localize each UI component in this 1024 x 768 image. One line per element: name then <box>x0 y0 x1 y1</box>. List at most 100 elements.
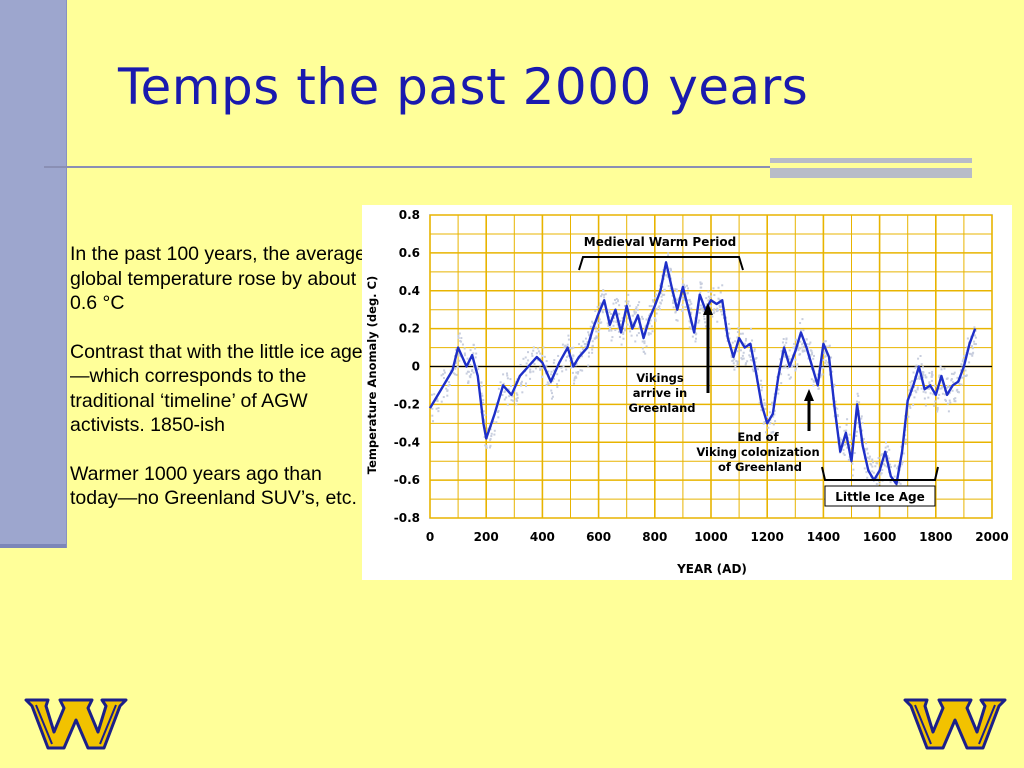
uncertainty-dot <box>686 284 689 287</box>
uncertainty-dot <box>970 353 973 356</box>
uncertainty-dot <box>684 306 687 309</box>
uncertainty-dot <box>789 376 792 379</box>
little-ice-age-bracket <box>821 466 939 481</box>
uncertainty-dot <box>616 299 619 302</box>
uncertainty-dot <box>785 338 788 341</box>
uncertainty-dot <box>606 322 609 325</box>
uncertainty-dot <box>652 300 655 303</box>
uncertainty-dot <box>941 392 944 395</box>
uncertainty-dot <box>474 347 477 350</box>
chart-series-layer <box>428 261 977 486</box>
uncertainty-dot <box>535 352 538 355</box>
uncertainty-dot <box>627 293 630 296</box>
uncertainty-dot <box>575 362 578 365</box>
uncertainty-dot <box>712 287 715 290</box>
uncertainty-dot <box>736 331 739 334</box>
uncertainty-dot <box>963 355 966 358</box>
uncertainty-dot <box>690 311 693 314</box>
uncertainty-dot <box>752 365 755 368</box>
uncertainty-dot <box>933 384 936 387</box>
uncertainty-dot <box>587 355 590 358</box>
uncertainty-dot <box>960 364 963 367</box>
uncertainty-dot <box>762 422 765 425</box>
uncertainty-dot <box>918 375 921 378</box>
uncertainty-dot <box>965 374 968 377</box>
uncertainty-dot <box>577 371 580 374</box>
uncertainty-dot <box>497 387 500 390</box>
uncertainty-dot <box>899 482 902 485</box>
uncertainty-dot <box>875 482 878 485</box>
uncertainty-dot <box>886 455 889 458</box>
uncertainty-dot <box>960 383 963 386</box>
uncertainty-dot <box>719 305 722 308</box>
uncertainty-dot <box>716 307 719 310</box>
uncertainty-dot <box>557 354 560 357</box>
uncertainty-dot <box>875 462 878 465</box>
uncertainty-dot <box>589 325 592 328</box>
uncertainty-dot <box>675 298 678 301</box>
uncertainty-dot <box>630 334 633 337</box>
x-tick-label: 1600 <box>863 530 896 544</box>
uncertainty-dot <box>801 349 804 352</box>
uncertainty-dot <box>493 433 496 436</box>
uncertainty-dot <box>893 475 896 478</box>
uncertainty-dot <box>736 362 739 365</box>
uncertainty-dot <box>931 370 934 373</box>
uncertainty-dot <box>868 457 871 460</box>
uncertainty-dot <box>820 363 823 366</box>
uncertainty-dot <box>683 286 686 289</box>
uncertainty-dot <box>760 389 763 392</box>
uncertainty-dot <box>457 334 460 337</box>
uncertainty-dot <box>581 355 584 358</box>
uncertainty-dot <box>436 397 439 400</box>
uncertainty-dot <box>497 416 500 419</box>
uncertainty-dot <box>932 393 935 396</box>
uncertainty-dot <box>940 387 943 390</box>
x-tick-label: 1200 <box>750 530 783 544</box>
uncertainty-dot <box>541 354 544 357</box>
x-tick-label: 0 <box>426 530 434 544</box>
uncertainty-dot <box>956 388 959 391</box>
uncertainty-dot <box>856 392 859 395</box>
uncertainty-dot <box>651 330 654 333</box>
uncertainty-dot <box>502 382 505 385</box>
uncertainty-dot <box>566 343 569 346</box>
uncertainty-dot <box>489 444 492 447</box>
uncertainty-dot <box>660 295 663 298</box>
uncertainty-dot <box>957 391 960 394</box>
uncertainty-dot <box>529 368 532 371</box>
uncertainty-dot <box>634 340 637 343</box>
uncertainty-dot <box>553 359 556 362</box>
uncertainty-dot <box>760 409 763 412</box>
uncertainty-dot <box>938 376 941 379</box>
uncertainty-dot <box>690 307 693 310</box>
uncertainty-dot <box>442 396 445 399</box>
temperature-chart: 0 200 400 600 800 1000 1200 1400 1600 1800 2000 0.8… <box>362 205 1012 580</box>
uncertainty-dot <box>861 422 864 425</box>
uncertainty-dot <box>733 358 736 361</box>
uncertainty-dot <box>443 369 446 372</box>
uncertainty-dot <box>490 432 493 435</box>
uncertainty-dot <box>801 318 804 321</box>
uncertainty-dot <box>702 309 705 312</box>
uncertainty-dot <box>631 314 634 317</box>
uncertainty-dot <box>780 350 783 353</box>
end-colonization-label: End of Viking colonization of Greenland <box>696 430 823 474</box>
y-tick-label: 0 <box>412 360 420 374</box>
paragraph-warming: In the past 100 years, the average globa… <box>70 243 366 314</box>
uncertainty-dot <box>472 371 475 374</box>
uncertainty-dot <box>719 291 722 294</box>
uncertainty-dot <box>974 336 977 339</box>
uncertainty-dot <box>802 329 805 332</box>
uncertainty-dot <box>550 370 553 373</box>
uncertainty-dot <box>502 373 505 376</box>
uncertainty-dot <box>458 332 461 335</box>
uncertainty-dot <box>737 326 740 329</box>
uncertainty-dot <box>788 377 791 380</box>
uncertainty-dot <box>753 350 756 353</box>
uncertainty-dot <box>916 388 919 391</box>
uncertainty-dot <box>614 313 617 316</box>
uncertainty-dot <box>549 382 552 385</box>
uncertainty-dot <box>721 284 724 287</box>
uncertainty-dot <box>857 395 860 398</box>
